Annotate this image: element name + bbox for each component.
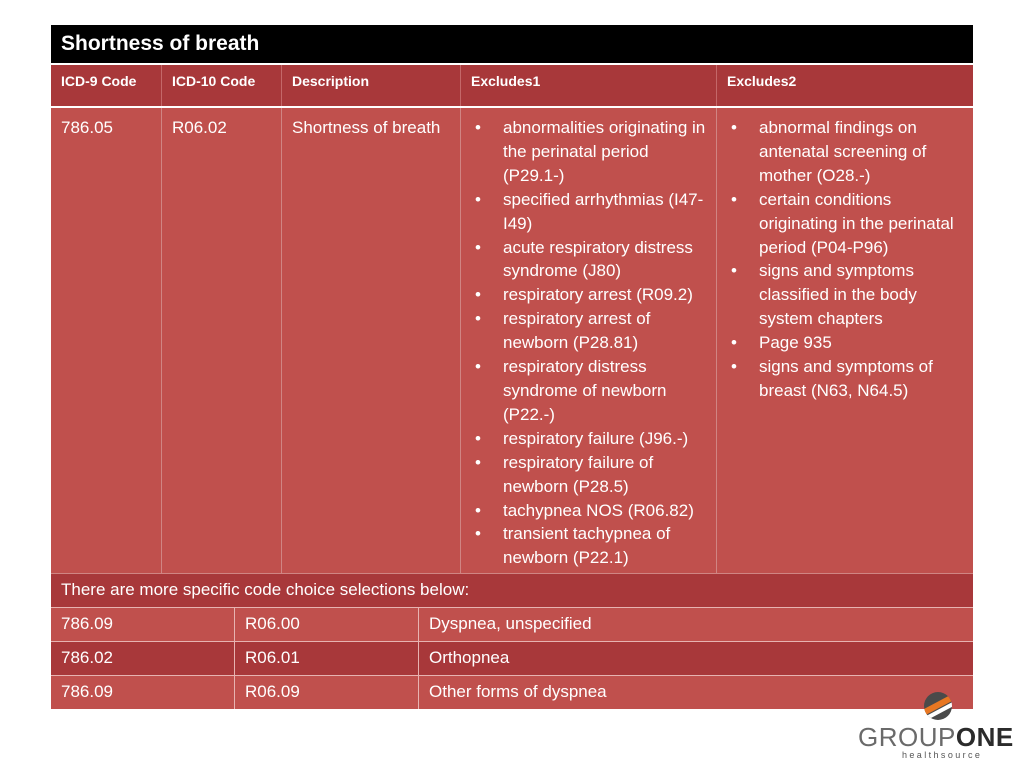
list-item: abnormal findings on antenatal screening… xyxy=(727,116,963,188)
cell-excludes1: abnormalities originating in the perinat… xyxy=(461,108,717,573)
list-item: specified arrhythmias (I47-I49) xyxy=(471,188,706,236)
sub-icd9: 786.09 xyxy=(51,676,235,709)
table-row: 786.09 R06.00 Dyspnea, unspecified xyxy=(51,607,973,641)
list-item: tachypnea NOS (R06.82) xyxy=(471,499,706,523)
excludes1-list: abnormalities originating in the perinat… xyxy=(471,116,706,570)
groupone-logo: GROUPONE healthsource xyxy=(858,692,1016,762)
note-row: There are more specific code choice sele… xyxy=(51,573,973,607)
table-row: 786.05 R06.02 Shortness of breath abnorm… xyxy=(51,106,973,573)
cell-excludes2: abnormal findings on antenatal screening… xyxy=(717,108,973,573)
logo-wordmark: GROUPONE xyxy=(858,722,1014,753)
sub-icd10: R06.00 xyxy=(235,608,419,641)
sub-description: Other forms of dyspnea xyxy=(419,676,973,709)
logo-word-group: GROUP xyxy=(858,722,956,752)
sub-icd10: R06.09 xyxy=(235,676,419,709)
list-item: acute respiratory distress syndrome (J80… xyxy=(471,236,706,284)
logo-tagline: healthsource xyxy=(902,750,983,760)
code-table: Shortness of breath ICD-9 Code ICD-10 Co… xyxy=(51,25,973,709)
table-row: 786.09 R06.09 Other forms of dyspnea xyxy=(51,675,973,709)
header-row: ICD-9 Code ICD-10 Code Description Exclu… xyxy=(51,65,973,106)
list-item: Page 935 xyxy=(727,331,963,355)
sub-description: Dyspnea, unspecified xyxy=(419,608,973,641)
excludes2-list: abnormal findings on antenatal screening… xyxy=(727,116,963,403)
list-item: respiratory failure (J96.-) xyxy=(471,427,706,451)
sub-description: Orthopnea xyxy=(419,642,973,675)
cell-icd9: 786.05 xyxy=(51,108,162,573)
list-item: signs and symptoms classified in the bod… xyxy=(727,259,963,331)
list-item: transient tachypnea of newborn (P22.1) xyxy=(471,522,706,570)
cell-icd10: R06.02 xyxy=(162,108,282,573)
header-excludes1: Excludes1 xyxy=(461,65,717,106)
table-row: 786.02 R06.01 Orthopnea xyxy=(51,641,973,675)
list-item: respiratory distress syndrome of newborn… xyxy=(471,355,706,427)
list-item: respiratory arrest of newborn (P28.81) xyxy=(471,307,706,355)
table-title: Shortness of breath xyxy=(51,25,973,65)
cell-description: Shortness of breath xyxy=(282,108,461,573)
list-item: respiratory arrest (R09.2) xyxy=(471,283,706,307)
sub-icd10: R06.01 xyxy=(235,642,419,675)
header-icd9: ICD-9 Code xyxy=(51,65,162,106)
sub-icd9: 786.02 xyxy=(51,642,235,675)
header-excludes2: Excludes2 xyxy=(717,65,973,106)
sub-icd9: 786.09 xyxy=(51,608,235,641)
logo-word-one: ONE xyxy=(955,722,1014,752)
header-icd10: ICD-10 Code xyxy=(162,65,282,106)
list-item: respiratory failure of newborn (P28.5) xyxy=(471,451,706,499)
list-item: abnormalities originating in the perinat… xyxy=(471,116,706,188)
header-description: Description xyxy=(282,65,461,106)
list-item: signs and symptoms of breast (N63, N64.5… xyxy=(727,355,963,403)
list-item: certain conditions originating in the pe… xyxy=(727,188,963,260)
logo-globe-icon xyxy=(924,692,952,720)
